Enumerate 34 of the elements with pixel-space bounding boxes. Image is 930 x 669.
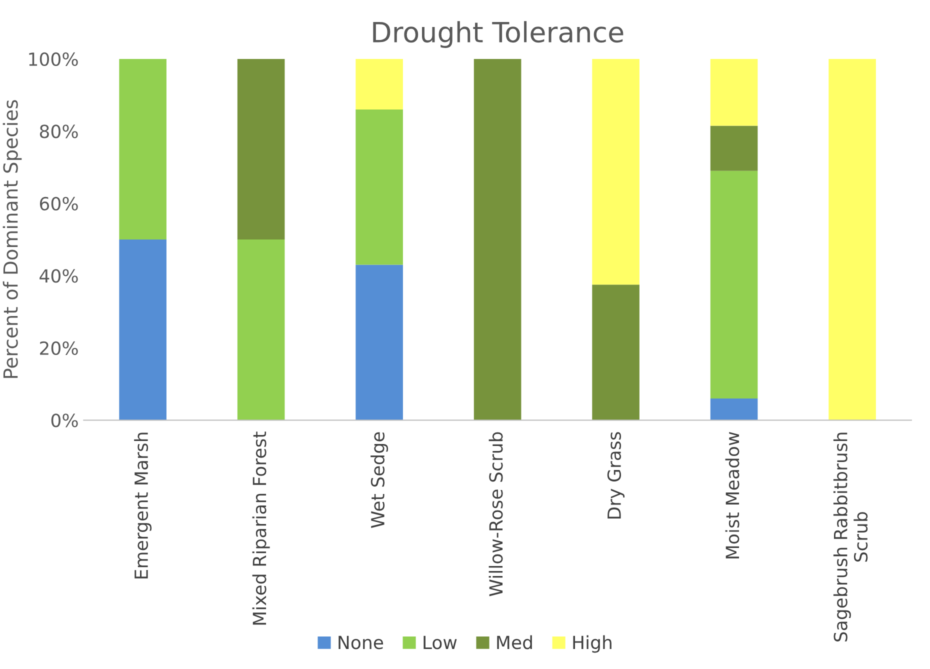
bar [828,58,876,420]
x-tick-label: Wet Sedge [370,432,388,528]
bar [710,170,758,398]
legend-label: High [573,635,612,653]
bar [237,58,285,240]
bar [710,398,758,420]
chart-title: Drought Tolerance [373,21,624,48]
y-axis-title: Percent of Dominant Species [2,100,22,378]
y-tick-label: 80% [40,124,78,138]
bar [237,240,285,420]
bar [119,58,166,240]
bar [356,264,403,420]
x-tick-label: Dry Grass [607,432,625,519]
x-tick-label: Emergent Marsh [134,432,152,578]
bar [474,58,522,420]
bar [356,109,403,265]
y-tick-label: 40% [40,269,78,283]
x-tick-label: Mixed Riparian Forest [252,432,270,625]
bar [592,58,640,285]
x-tick-label: Moist Meadow [725,432,740,558]
legend-label: Med [497,635,532,650]
legend-label: None [338,636,384,650]
y-tick-label: 100% [29,52,78,66]
bar [356,58,403,110]
y-tick-label: 60% [40,196,78,210]
y-tick-label: 20% [40,341,78,355]
bar [710,126,758,171]
y-tick-label: 0% [51,414,78,428]
bar [710,58,758,126]
legend-label: Low [424,636,457,650]
bar [119,240,166,420]
x-tick-label: Willow-Rose Scrub [488,432,503,596]
bar [592,284,640,420]
x-tick-label: Sagebrush Rabbitbrush Scrub [833,432,868,642]
